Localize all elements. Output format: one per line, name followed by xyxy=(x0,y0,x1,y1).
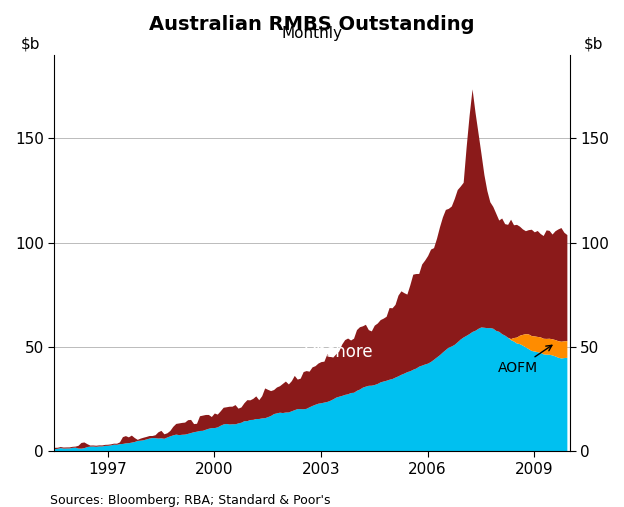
Text: Onshore: Onshore xyxy=(303,343,373,361)
Text: Sources: Bloomberg; RBA; Standard & Poor's: Sources: Bloomberg; RBA; Standard & Poor… xyxy=(50,494,331,507)
Text: $b: $b xyxy=(583,36,603,51)
Text: AOFM: AOFM xyxy=(498,345,552,375)
Text: $b: $b xyxy=(21,36,41,51)
Text: Monthly: Monthly xyxy=(281,26,343,41)
Text: Offshore: Offshore xyxy=(364,204,435,223)
Title: Australian RMBS Outstanding: Australian RMBS Outstanding xyxy=(149,15,475,34)
